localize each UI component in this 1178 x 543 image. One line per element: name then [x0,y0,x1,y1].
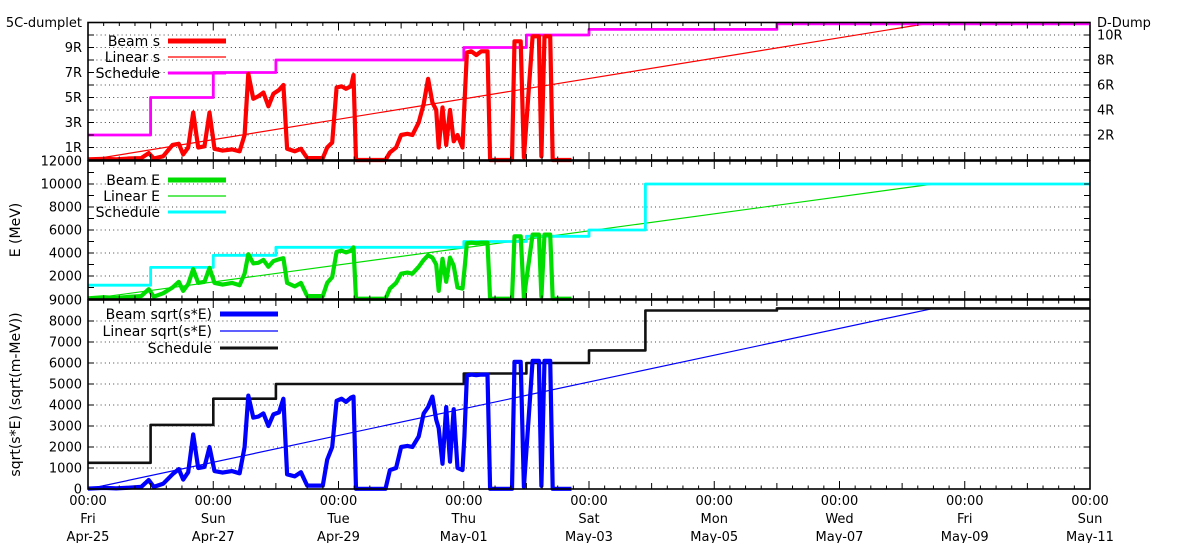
svg-text:May-11: May-11 [1066,530,1114,543]
svg-text:00:00: 00:00 [445,494,482,509]
svg-text:Sun: Sun [1078,512,1103,527]
svg-text:5C-dumplet: 5C-dumplet [6,16,82,31]
panel-E-ticks [87,161,1091,299]
svg-text:7R: 7R [65,66,82,81]
panel-sqrt-legend: Beam sqrt(s*E)Linear sqrt(s*E)Schedule [103,307,278,357]
svg-text:Thu: Thu [451,512,476,527]
panel-sqrt-border [87,299,1091,490]
svg-text:10R: 10R [1097,29,1123,44]
svg-text:7000: 7000 [49,336,82,351]
svg-text:May-07: May-07 [816,530,864,543]
svg-text:00:00: 00:00 [195,494,232,509]
linear-s-line [87,21,1090,161]
svg-text:00:00: 00:00 [821,494,858,509]
svg-text:6R: 6R [1097,79,1114,94]
svg-text:Fri: Fri [957,512,973,527]
svg-text:12000: 12000 [41,155,82,170]
svg-text:5R: 5R [65,91,82,106]
x-axis-labels: 00:00 Fri Apr-25 00:00 Sun Apr-27 00:00 Tue Apr-… [67,494,1114,543]
svg-text:Apr-27: Apr-27 [192,530,235,543]
beam-sqrt-line [87,358,572,491]
svg-text:00:00: 00:00 [69,494,106,509]
svg-text:May-03: May-03 [565,530,613,543]
svg-text:8000: 8000 [49,315,82,330]
svg-text:00:00: 00:00 [570,494,607,509]
legend-label-E-2: Schedule [96,205,160,221]
svg-text:1R: 1R [65,141,82,156]
svg-text:Sun: Sun [201,512,226,527]
svg-text:Sat: Sat [578,512,599,527]
legend-label-sqrt-0: Beam sqrt(s*E) [106,307,212,323]
legend-label-s-2: Schedule [96,66,160,82]
legend-label-s-0: Beam s [108,34,160,50]
svg-text:00:00: 00:00 [320,494,357,509]
beam-s-line [87,34,572,163]
svg-text:Mon: Mon [701,512,728,527]
svg-text:8R: 8R [1097,54,1114,69]
svg-text:2000: 2000 [49,270,82,285]
svg-text:9R: 9R [65,41,82,56]
schedule-E-line [88,182,1090,287]
panel-sqrt-gridlines [88,320,1090,469]
legend-label-E-1: Linear E [103,189,160,205]
svg-text:May-01: May-01 [440,530,488,543]
svg-text:3R: 3R [65,116,82,131]
svg-text:Apr-29: Apr-29 [317,530,360,543]
legend-label-sqrt-2: Schedule [148,341,212,357]
svg-text:Tue: Tue [326,512,349,527]
panel-E-axis-title: E (MeV) [8,203,24,258]
svg-text:8000: 8000 [49,201,82,216]
panel-sqrt-y-labels: 9000 8000 7000 6000 5000 4000 3000 2000 1000 0 [49,294,82,498]
svg-text:3000: 3000 [49,420,82,435]
panel-s-ticks [87,22,1091,160]
svg-text:May-05: May-05 [690,530,738,543]
panel-sqrt-axis-title: sqrt(s*E) (sqrt(m-MeV)) [8,312,24,476]
svg-text:6000: 6000 [49,357,82,372]
svg-text:D-Dump: D-Dump [1097,16,1151,31]
linear-E-line [87,183,1090,300]
panel-E: 12000 10000 8000 6000 4000 2000 E (MeV) Beam EL… [8,155,1091,301]
svg-text:6000: 6000 [49,224,82,239]
svg-text:2R: 2R [1097,129,1114,144]
svg-text:9000: 9000 [49,294,82,309]
panel-s-gridlines [88,34,1090,148]
svg-text:00:00: 00:00 [1071,494,1108,509]
svg-text:0: 0 [74,483,82,498]
svg-text:4R: 4R [1097,104,1114,119]
svg-text:5000: 5000 [49,378,82,393]
svg-text:00:00: 00:00 [696,494,733,509]
svg-text:1000: 1000 [49,462,82,477]
svg-text:4000: 4000 [49,399,82,414]
svg-text:00:00: 00:00 [946,494,983,509]
panel-sqrt: 9000 8000 7000 6000 5000 4000 3000 2000 1000 0 sqr… [8,294,1091,498]
svg-text:10000: 10000 [41,178,82,193]
svg-text:Apr-25: Apr-25 [67,530,110,543]
beam-E-line [87,232,572,301]
panel-sqrt-ticks [87,300,1091,489]
schedule-sqrt-line [88,307,1090,465]
legend-label-sqrt-1: Linear sqrt(s*E) [103,324,212,340]
panel-s-border [87,21,1091,161]
svg-text:4000: 4000 [49,247,82,262]
svg-text:May-09: May-09 [941,530,989,543]
svg-text:Wed: Wed [825,512,853,527]
panel-E-y-labels: 12000 10000 8000 6000 4000 2000 [41,155,82,285]
legend-label-E-0: Beam E [106,173,160,189]
svg-text:2000: 2000 [49,441,82,456]
svg-text:Fri: Fri [80,512,96,527]
legend-label-s-1: Linear s [105,50,160,66]
schedule-s-line [88,22,1090,137]
